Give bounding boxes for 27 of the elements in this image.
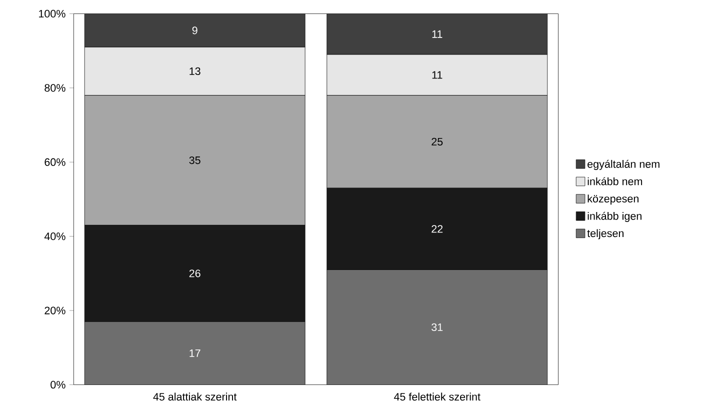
data-label: 31 — [432, 323, 443, 331]
legend-label: közepesen — [588, 194, 638, 205]
y-tick-label: 80% — [44, 84, 66, 92]
y-tick-label: 0% — [50, 380, 66, 388]
legend-label: inkább igen — [588, 212, 642, 222]
x-tick-label: 45 alattiak szerint — [153, 392, 237, 401]
y-tick-label: 40% — [44, 232, 66, 240]
x-tick-label: 45 felettiek szerint — [394, 392, 480, 401]
data-label: 22 — [432, 225, 443, 233]
y-tick-label: 60% — [44, 158, 66, 166]
data-label: 11 — [432, 71, 442, 79]
data-label: 9 — [192, 26, 198, 34]
data-label: 11 — [432, 30, 442, 38]
bar — [84, 14, 306, 48]
y-tick-label: 100% — [39, 10, 66, 18]
data-label: 13 — [190, 67, 200, 75]
legend-label: egyáltalán nem — [588, 160, 660, 170]
legend-label: inkább nem — [588, 177, 642, 186]
bar — [326, 14, 548, 55]
bar — [84, 321, 306, 385]
data-label: 35 — [189, 156, 200, 164]
bar — [326, 269, 548, 385]
data-label: 26 — [189, 270, 200, 278]
y-tick-label: 20% — [44, 306, 66, 314]
data-label: 25 — [432, 138, 443, 146]
data-label: 17 — [190, 349, 200, 357]
legend-label: teljesen — [587, 229, 624, 240]
